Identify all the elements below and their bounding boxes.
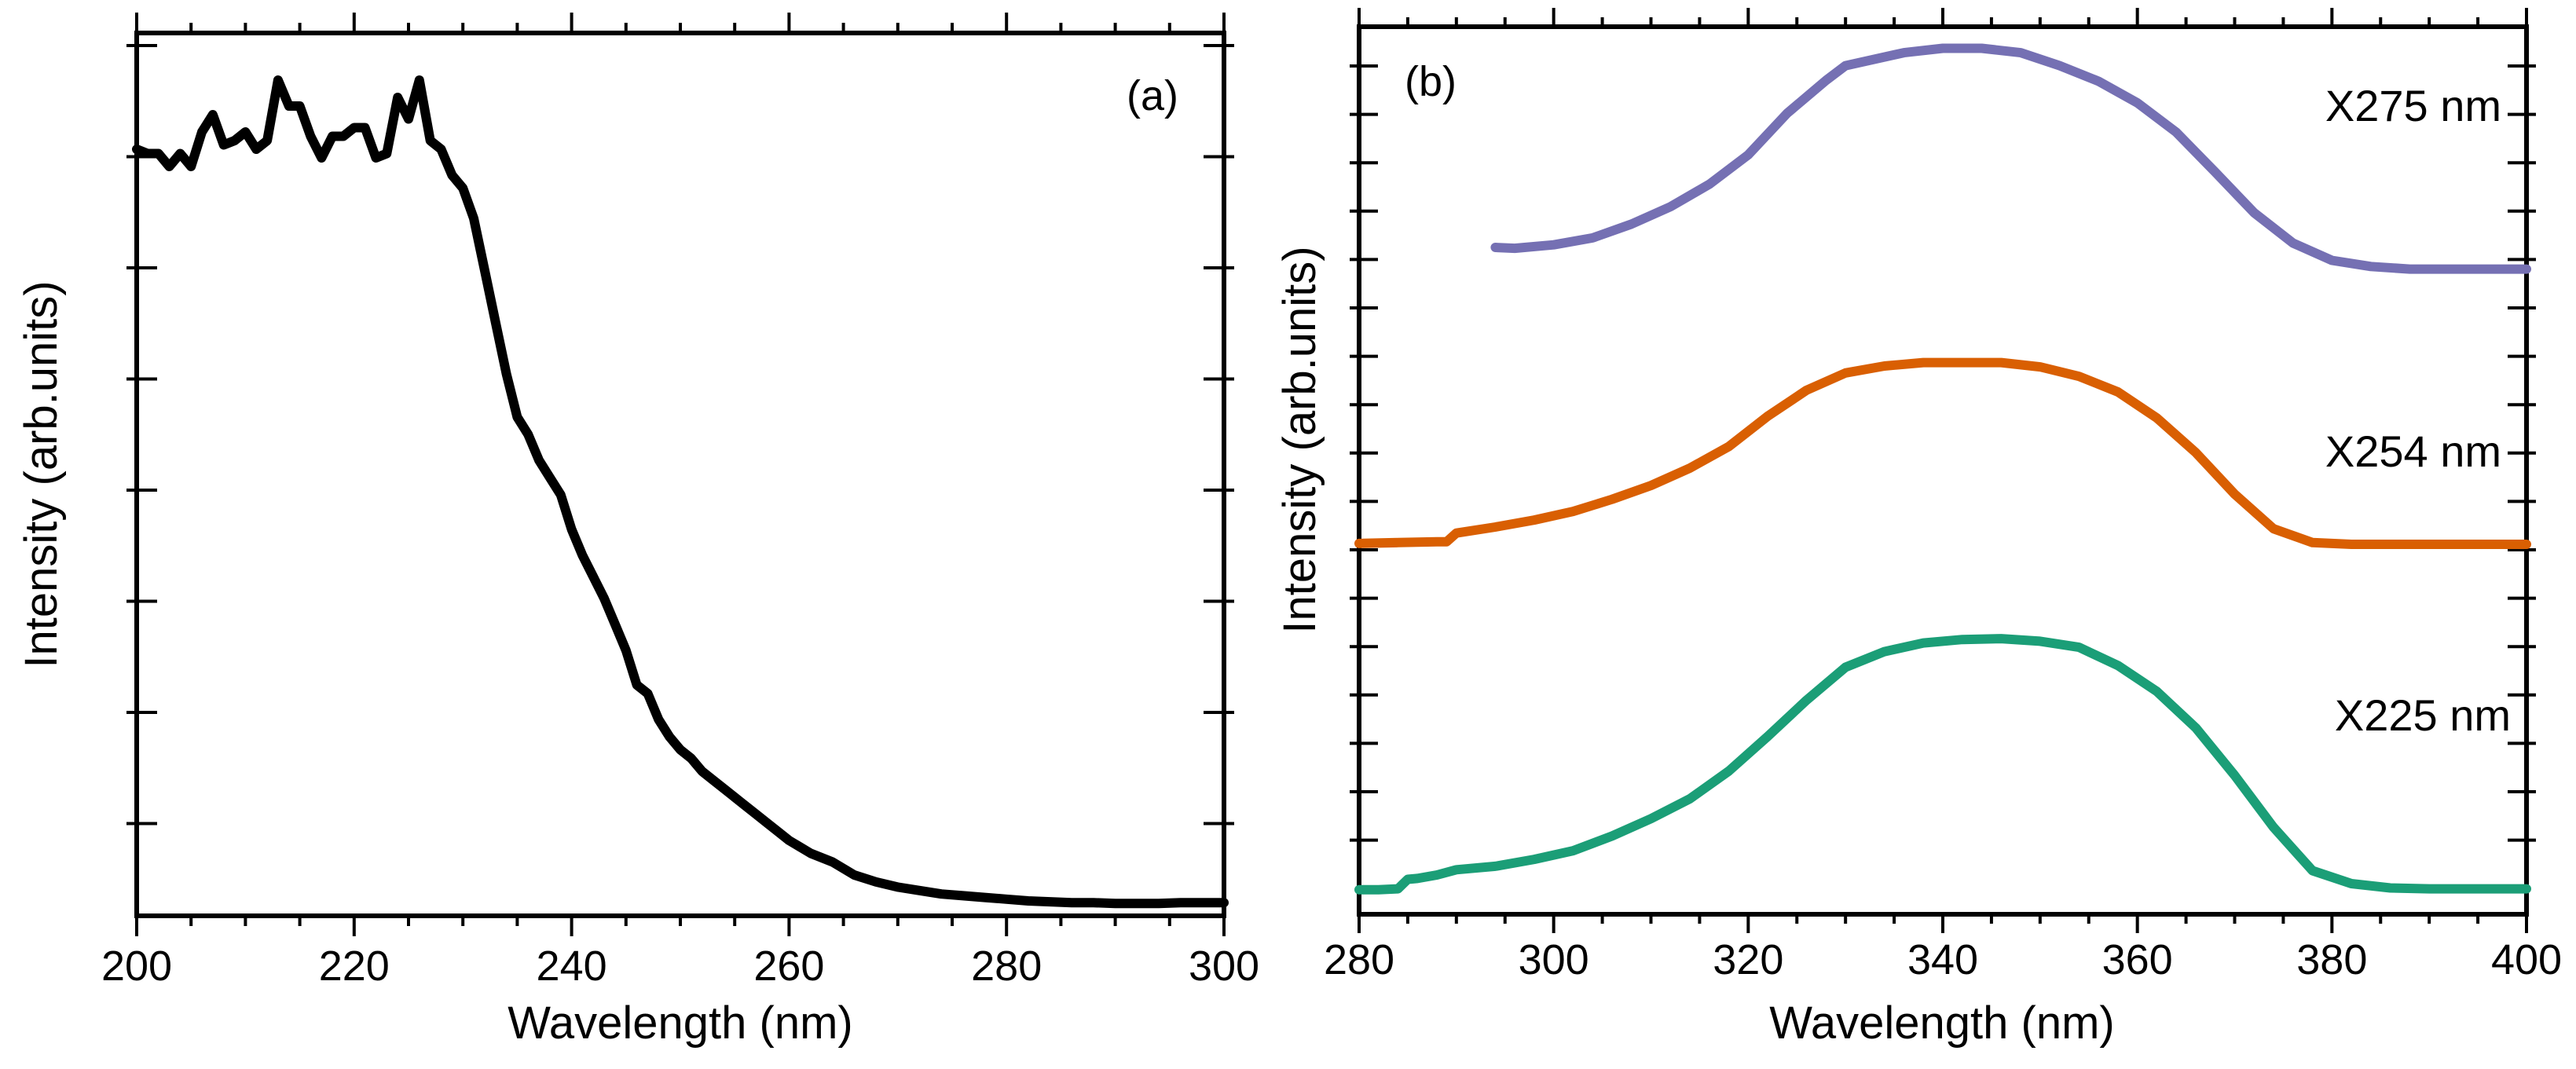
panel-a-ticks <box>126 13 1234 936</box>
panel-b-ticks <box>1350 8 2536 933</box>
panel-a-x-tick-label: 280 <box>971 943 1042 990</box>
legend-label-x225: X225 nm <box>2335 690 2511 740</box>
panel-b-x-tick-labels: 280 300 320 340 360 380 400 <box>1324 936 2562 983</box>
panel-b-x-tick-label: 320 <box>1713 936 1783 983</box>
panel-b-x-tick-label: 400 <box>2491 936 2562 983</box>
panel-a: 200 220 240 260 280 300 (a) Wavelength (nm) I… <box>16 13 1259 1049</box>
legend-label-x254: X254 nm <box>2325 427 2501 476</box>
panel-a-label: (a) <box>1127 72 1178 119</box>
legend-label-x275: X275 nm <box>2325 81 2501 130</box>
panel-b-series-x254 <box>1354 357 2531 549</box>
panel-b-y-axis-title: Intensity (arb.units) <box>1274 246 1325 633</box>
panel-a-x-tick-label: 260 <box>753 943 824 990</box>
panel-b-x-tick-label: 340 <box>1907 936 1978 983</box>
panel-a-x-axis-title: Wavelength (nm) <box>508 998 852 1049</box>
panel-b-x-tick-label: 300 <box>1519 936 1589 983</box>
panel-a-x-tick-label: 220 <box>319 943 390 990</box>
panel-a-frame <box>134 31 1226 918</box>
panel-b-x-tick-label: 280 <box>1324 936 1394 983</box>
panel-b-x-axis-title: Wavelength (nm) <box>1769 998 2114 1049</box>
panel-b-x-tick-label: 380 <box>2296 936 2367 983</box>
panel-a-y-axis-title: Intensity (arb.units) <box>16 280 67 668</box>
panel-a-x-tick-label: 240 <box>537 943 607 990</box>
panel-b-series-x275 <box>1490 43 2531 274</box>
panel-b: 280 300 320 340 360 380 400 (b) X275 nm X254 n… <box>1274 8 2562 1049</box>
panel-a-x-tick-label: 300 <box>1189 943 1259 990</box>
panel-b-series-x225 <box>1354 634 2531 895</box>
panel-a-x-tick-label: 200 <box>101 943 172 990</box>
panel-a-series-line <box>132 75 1229 909</box>
panel-b-label: (b) <box>1405 58 1457 105</box>
panel-a-x-tick-labels: 200 220 240 260 280 300 <box>101 943 1259 990</box>
panel-b-x-tick-label: 360 <box>2102 936 2173 983</box>
